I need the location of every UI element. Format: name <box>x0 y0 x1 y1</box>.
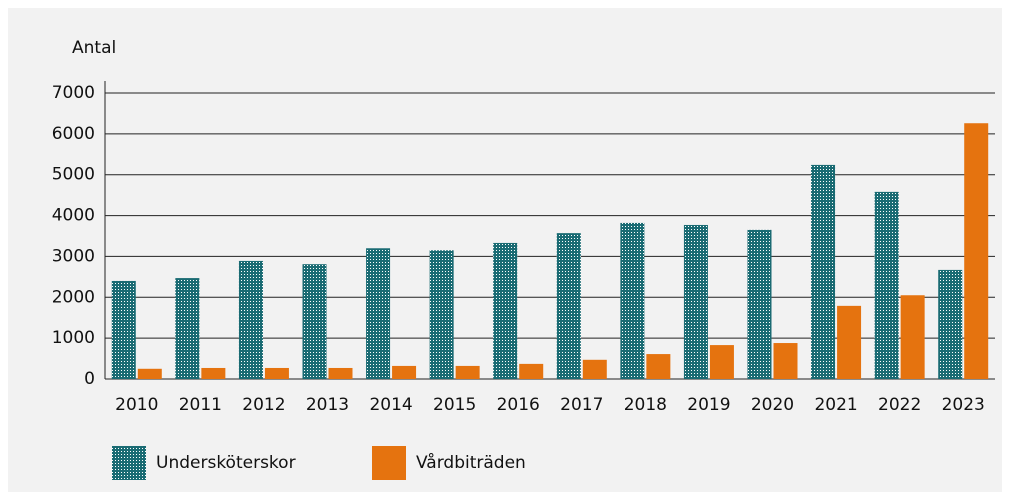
bar <box>455 365 480 379</box>
y-tick-label: 6000 <box>52 124 95 144</box>
bar <box>519 363 544 379</box>
x-tick-label: 2023 <box>942 395 985 415</box>
y-tick-label: 2000 <box>52 287 95 307</box>
legend-label: Undersköterskor <box>156 453 296 473</box>
bar <box>773 343 798 379</box>
x-tick-label: 2021 <box>814 395 857 415</box>
x-tick-label: 2022 <box>878 395 921 415</box>
bar <box>620 222 645 379</box>
bar <box>328 367 353 379</box>
bar <box>493 242 518 379</box>
y-tick-label: 1000 <box>52 328 95 348</box>
x-tick-label: 2012 <box>242 395 285 415</box>
bar <box>964 123 989 379</box>
bar <box>302 264 327 379</box>
y-tick-label: 0 <box>84 369 95 389</box>
bar <box>366 248 391 379</box>
x-tick-label: 2010 <box>115 395 158 415</box>
bar <box>747 229 772 379</box>
x-tick-label: 2011 <box>179 395 222 415</box>
legend-swatch <box>372 446 406 480</box>
bar <box>175 278 200 379</box>
y-tick-label: 4000 <box>52 206 95 226</box>
bar <box>646 354 671 379</box>
y-tick-label: 3000 <box>52 246 95 266</box>
bar <box>582 359 607 379</box>
bar <box>111 280 136 379</box>
bar <box>137 368 162 379</box>
legend-swatch <box>112 446 146 480</box>
bar <box>938 269 963 379</box>
bar <box>811 164 836 379</box>
bar <box>837 305 862 379</box>
legend-label: Vårdbiträden <box>416 452 526 473</box>
bar <box>709 345 734 379</box>
bar <box>556 233 581 379</box>
bar <box>874 191 899 379</box>
y-tick-label: 7000 <box>52 83 95 103</box>
x-tick-label: 2020 <box>751 395 794 415</box>
bar <box>201 367 226 379</box>
bar <box>429 250 454 379</box>
bar <box>264 367 289 379</box>
x-tick-label: 2018 <box>624 395 667 415</box>
bar <box>900 295 925 379</box>
y-tick-label: 5000 <box>52 165 95 185</box>
bar <box>683 224 708 379</box>
bar <box>392 365 417 379</box>
bar <box>238 260 263 379</box>
y-axis-label: Antal <box>72 38 116 58</box>
x-tick-label: 2019 <box>687 395 730 415</box>
x-tick-label: 2015 <box>433 395 476 415</box>
x-tick-label: 2016 <box>497 395 540 415</box>
x-tick-label: 2017 <box>560 395 603 415</box>
x-tick-label: 2014 <box>369 395 412 415</box>
x-tick-label: 2013 <box>306 395 349 415</box>
